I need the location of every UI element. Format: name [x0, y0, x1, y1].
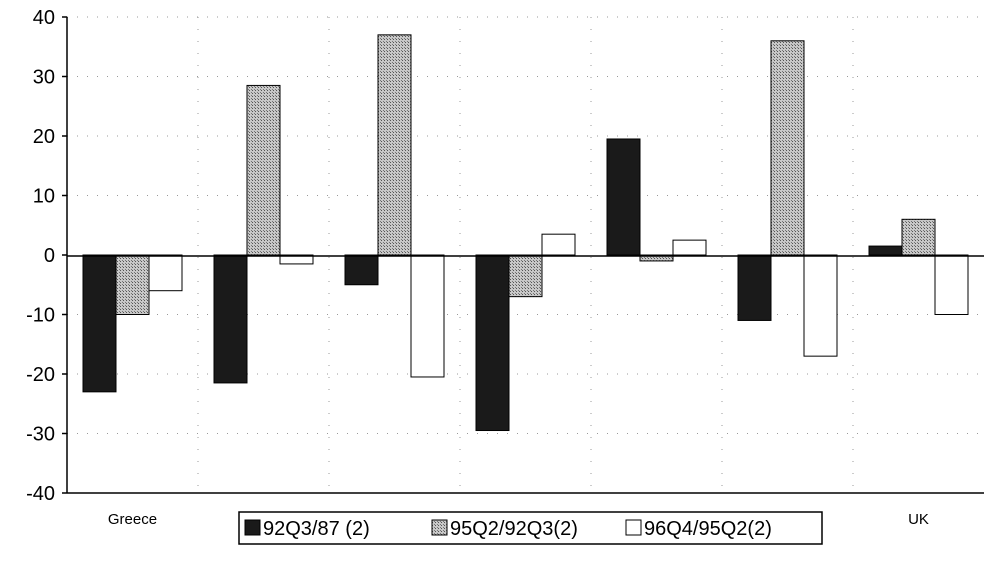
bar-spain-series-1 — [213, 254, 248, 384]
legend-swatch-series-3 — [625, 519, 642, 536]
x-category-label: Greece — [108, 511, 157, 528]
bar-spain-series-2 — [246, 84, 281, 256]
legend-label-series-3: 96Q4/95Q2(2) — [644, 518, 772, 540]
bar-sweden-series-2 — [770, 40, 805, 256]
bar-sweden-series-3 — [803, 254, 838, 357]
y-tick-label: 20 — [33, 126, 55, 148]
y-tick-label: 40 — [33, 7, 55, 29]
bar-portugal-series-2 — [508, 254, 543, 298]
bar-italy-series-3 — [410, 254, 445, 378]
y-tick-label: 10 — [33, 186, 55, 208]
bar-portugal-series-3 — [541, 233, 576, 256]
bars — [82, 34, 969, 432]
legend-box — [238, 511, 823, 545]
legend-label-series-2: 95Q2/92Q3(2) — [450, 518, 578, 540]
y-tick-label: -10 — [26, 305, 55, 327]
gridlines — [67, 16, 984, 493]
bar-greece-series-3 — [148, 254, 183, 292]
y-tick-label: 0 — [44, 245, 55, 267]
bar-portugal-series-1 — [475, 254, 510, 432]
y-tick-labels: 40 30 20 10 0 -10 -20 -30 -40 — [26, 7, 67, 505]
y-tick-label: -40 — [26, 483, 55, 505]
bar-greece-series-1 — [82, 254, 117, 393]
bar-spain-series-3 — [279, 254, 314, 265]
legend: 92Q3/87 (2) 95Q2/92Q3(2) 96Q4/95Q2(2) — [238, 511, 823, 545]
bar-finland-series-2 — [639, 254, 674, 262]
y-tick-label: 30 — [33, 67, 55, 89]
bar-italy-series-2 — [377, 34, 412, 256]
bar-uk-series-3 — [934, 254, 969, 315]
legend-label-series-1: 92Q3/87 (2) — [263, 518, 370, 540]
bar-finland-series-1 — [606, 138, 641, 256]
y-tick-label: -30 — [26, 424, 55, 446]
bar-uk-series-1 — [868, 245, 903, 256]
y-tick-label: -20 — [26, 364, 55, 386]
bar-greece-series-2 — [115, 254, 150, 315]
bar-sweden-series-1 — [737, 254, 772, 321]
x-category-label: UK — [908, 511, 929, 528]
bar-italy-series-1 — [344, 254, 379, 286]
legend-swatch-series-1 — [244, 519, 261, 536]
legend-swatch-series-2 — [431, 519, 448, 536]
bar-finland-series-3 — [672, 239, 707, 256]
bar-uk-series-2 — [901, 218, 936, 256]
